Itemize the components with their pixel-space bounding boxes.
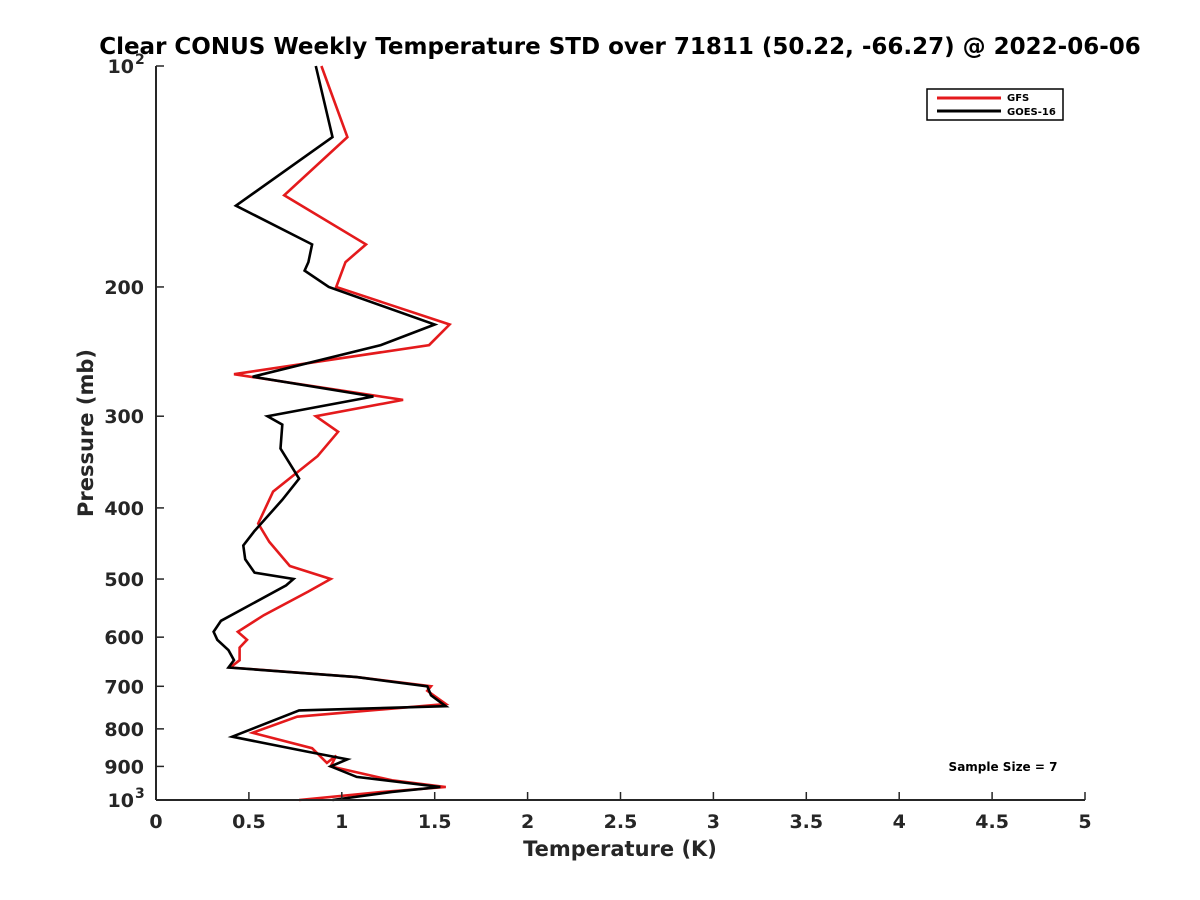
x-tick-label: 2.5 [604,811,638,833]
series-layer [212,65,453,802]
x-tick-label: 0 [149,811,162,833]
y-tick-label: 700 [104,676,144,698]
y-tick-exponent: 3 [135,786,145,802]
x-tick-label: 1 [335,811,348,833]
y-axis-label: Pressure (mb) [74,349,98,517]
x-tick-label: 2 [521,811,534,833]
x-axis-ticks: 0 0.5 1 1.5 2 2.5 3 3.5 4 4.5 5 [149,792,1092,833]
y-tick-label: 800 [104,719,144,741]
y-tick-label: 10 [108,56,134,78]
y-tick-label: 500 [104,569,144,591]
x-tick-label: 5 [1078,811,1091,833]
series-line-goes16 [212,65,450,802]
x-tick-label: 4 [893,811,906,833]
x-tick-label: 1.5 [418,811,452,833]
sample-size-annotation: Sample Size = 7 [949,760,1058,774]
y-tick-label: 900 [104,756,144,778]
x-tick-label: 3 [707,811,720,833]
legend: GFS GOES-16 [926,88,1064,121]
y-tick-label: 600 [104,627,144,649]
y-tick-label: 10 [108,790,134,812]
y-tick-label: 400 [104,498,144,520]
x-tick-label: 3.5 [789,811,823,833]
legend-label-gfs: GFS [1007,93,1029,104]
y-tick-exponent: 2 [135,52,145,68]
series-line-gfs [226,65,453,802]
y-tick-label: 300 [104,406,144,428]
legend-box [926,88,1064,121]
x-tick-label: 4.5 [975,811,1009,833]
x-axis-label: Temperature (K) [523,837,717,861]
y-tick-label: 200 [104,277,144,299]
chart-title: Clear CONUS Weekly Temperature STD over … [99,34,1141,60]
legend-label-goes16: GOES-16 [1007,107,1056,118]
x-tick-label: 0.5 [232,811,266,833]
